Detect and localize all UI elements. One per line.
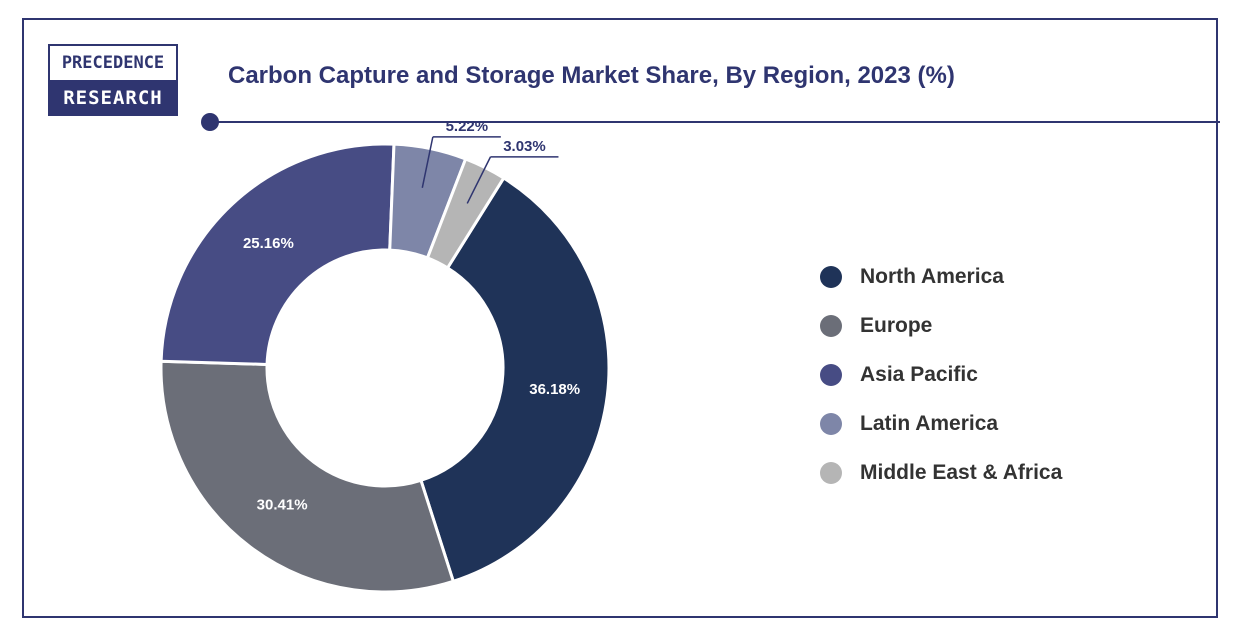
leader-line-middle-east-and-africa [466, 156, 492, 204]
slice-europe [159, 359, 456, 594]
legend-swatch-north-america [820, 265, 842, 288]
slice-middle-east-and-africa [425, 157, 506, 270]
legend-swatch-asia-pacific [820, 363, 842, 386]
legend-label-asia-pacific: Asia Pacific [860, 362, 978, 386]
legend-item-asia-pacific: Asia Pacific [820, 350, 1062, 399]
legend-item-north-america: North America [820, 252, 1062, 301]
slice-asia-pacific [159, 142, 396, 366]
slice-label-asia-pacific: 25.16% [243, 235, 294, 252]
leader-line-latin-america [421, 136, 434, 188]
legend-item-latin-america: Latin America [820, 399, 1062, 448]
precedence-research-logo: PRECEDENCE RESEARCH [48, 44, 178, 116]
logo-line-1: PRECEDENCE [50, 46, 176, 80]
legend-label-europe: Europe [860, 313, 933, 337]
slice-label-europe: 30.41% [257, 497, 308, 514]
chart-legend: North America Europe Asia Pacific Latin Ame… [820, 252, 1062, 497]
title-underline [210, 121, 1220, 123]
legend-label-latin-america: Latin America [860, 411, 999, 435]
chart-title: Carbon Capture and Storage Market Share,… [228, 62, 955, 89]
legend-label-middle-east-and-africa: Middle East & Africa [860, 460, 1063, 484]
title-underline-dot [201, 113, 219, 131]
slice-label-latin-america: 5.22% [446, 118, 489, 135]
legend-label-north-america: North America [860, 264, 1004, 288]
legend-swatch-europe [820, 314, 842, 337]
legend-swatch-middle-east-and-africa [820, 461, 842, 484]
slice-north-america [419, 175, 611, 584]
legend-item-europe: Europe [820, 301, 1062, 350]
slice-label-middle-east-and-africa: 3.03% [503, 138, 546, 155]
logo-line-2: RESEARCH [50, 80, 176, 114]
legend-swatch-latin-america [820, 412, 842, 435]
legend-item-middle-east-and-africa: Middle East & Africa [820, 448, 1062, 497]
slice-label-north-america: 36.18% [529, 381, 580, 398]
